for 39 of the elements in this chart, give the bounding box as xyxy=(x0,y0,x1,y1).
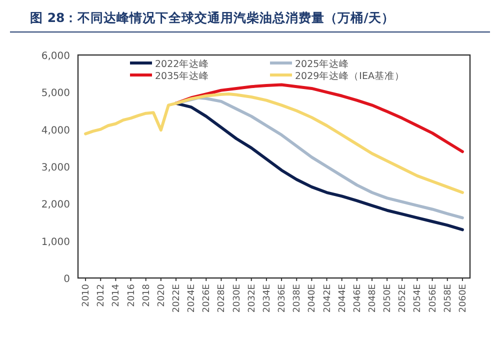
y-tick-label: 3,000 xyxy=(41,162,70,174)
x-tick-label: 2014 xyxy=(112,284,122,307)
y-tick-label: 0 xyxy=(64,274,70,285)
x-tick-label: 2024E xyxy=(187,284,198,313)
x-tick-label: 2054E xyxy=(413,284,424,313)
y-tick-label: 6,000 xyxy=(41,51,70,62)
x-tick-label: 2044E xyxy=(338,284,348,313)
x-tick-label: 2036E xyxy=(278,284,288,313)
legend-label: 2035年达峰 xyxy=(155,70,210,82)
x-tick-label: 2040E xyxy=(308,284,318,313)
x-tick-label: 2048E xyxy=(368,284,378,313)
y-tick-label: 1,000 xyxy=(41,236,70,248)
x-tick-label: 2016 xyxy=(126,284,137,307)
x-tick-label: 2020 xyxy=(156,284,167,307)
y-tick-label: 2,000 xyxy=(41,200,70,211)
x-tick-label: 2034E xyxy=(262,284,272,313)
y-tick-label: 4,000 xyxy=(41,125,70,136)
x-tick-label: 2026E xyxy=(202,284,212,313)
legend-label: 2029年达峰（IEA基准） xyxy=(295,70,404,82)
x-tick-label: 2056E xyxy=(428,284,438,313)
x-tick-label: 2030E xyxy=(232,284,242,313)
x-tick-label: 2032E xyxy=(247,284,258,313)
x-tick-label: 2028E xyxy=(217,284,228,313)
x-tick-label: 2046E xyxy=(352,284,363,313)
line-series xyxy=(84,92,464,194)
x-tick-label: 2018 xyxy=(142,284,152,307)
x-tick-label: 2050E xyxy=(383,284,394,313)
legend-label: 2022年达峰 xyxy=(155,58,210,70)
x-tick-label: 2058E xyxy=(443,284,454,313)
x-tick-label: 2012 xyxy=(96,284,107,307)
x-tick-label: 2042E xyxy=(322,284,333,313)
legend-label: 2025年达峰 xyxy=(295,58,350,70)
chart-title: 图 28：不同达峰情况下全球交通用汽柴油总消费量（万桶/天） xyxy=(30,10,394,25)
x-tick-label: 2060E xyxy=(458,284,468,313)
y-tick-label: 5,000 xyxy=(41,88,70,100)
x-tick-label: 2052E xyxy=(398,284,408,313)
x-tick-label: 2038E xyxy=(292,284,303,313)
x-tick-label: 2022E xyxy=(172,284,182,313)
x-tick-label: 2010 xyxy=(82,284,92,307)
